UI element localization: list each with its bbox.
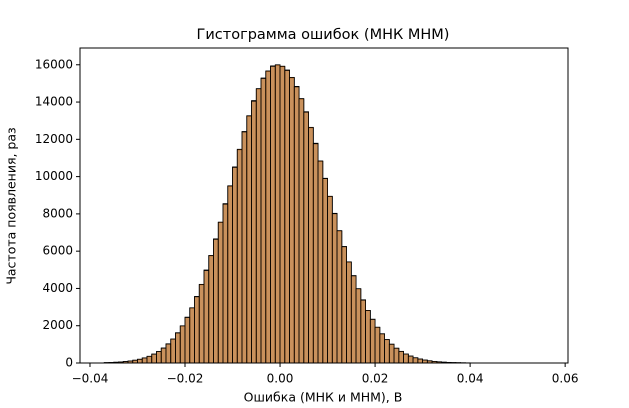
bar <box>208 255 214 364</box>
y-tick-label: 16000 <box>35 57 73 71</box>
bar <box>384 339 390 364</box>
bar <box>341 246 347 364</box>
bar <box>170 338 176 364</box>
x-tick-label: −0.02 <box>167 372 204 386</box>
bar <box>179 325 186 364</box>
y-tick-label: 0 <box>65 356 73 370</box>
bar <box>165 343 172 364</box>
bar <box>232 166 238 364</box>
x-tick-label: 0.04 <box>457 372 484 386</box>
bar <box>346 261 352 364</box>
bar <box>189 307 195 364</box>
bar <box>393 347 400 364</box>
chart-title: Гистограмма ошибок (МНК МНМ) <box>197 27 450 43</box>
bar <box>355 288 362 364</box>
y-tick-label: 4000 <box>42 281 73 295</box>
bar <box>379 333 385 364</box>
bar <box>175 332 181 364</box>
bar <box>284 70 290 364</box>
bar <box>265 70 271 364</box>
bar <box>327 195 333 364</box>
x-tick-label: −0.04 <box>72 372 109 386</box>
bar <box>279 65 286 364</box>
bar <box>198 283 205 364</box>
bar <box>403 353 409 364</box>
bar <box>365 310 371 364</box>
bar <box>246 115 252 364</box>
bar <box>151 353 157 364</box>
plot-frame <box>79 47 569 364</box>
bar <box>369 318 376 364</box>
bar <box>213 238 219 364</box>
bar <box>274 64 281 364</box>
bar <box>160 347 167 364</box>
y-axis-label: Частота появления, раз <box>4 127 19 284</box>
bar <box>236 148 243 364</box>
bar <box>260 78 267 364</box>
bar <box>388 343 395 364</box>
bar <box>217 221 224 364</box>
bar <box>241 131 248 364</box>
y-tick-label: 10000 <box>35 169 73 183</box>
bar <box>398 351 404 364</box>
bar <box>222 203 229 364</box>
bar <box>289 76 295 364</box>
bar <box>412 357 419 364</box>
bar <box>322 178 328 364</box>
y-tick-label: 14000 <box>35 95 73 109</box>
bar <box>317 160 324 364</box>
bar <box>312 143 319 364</box>
bar <box>308 126 314 364</box>
bar <box>227 185 233 364</box>
bar <box>417 358 423 364</box>
bar <box>203 270 210 364</box>
x-tick-label: 0.02 <box>362 372 389 386</box>
y-tick-label: 8000 <box>42 206 73 220</box>
x-tick-label: 0.00 <box>267 372 294 386</box>
y-tick-label: 6000 <box>42 244 73 258</box>
bar <box>270 65 276 364</box>
bar <box>360 299 366 364</box>
x-axis-label: Ошибка (МНК и МНМ), В <box>244 390 403 405</box>
bar <box>331 213 338 364</box>
bar <box>298 98 305 364</box>
x-tick-label: 0.06 <box>552 372 579 386</box>
bar <box>184 317 191 364</box>
bar <box>336 230 343 364</box>
bar <box>137 358 143 364</box>
bar <box>146 355 153 364</box>
bar <box>293 86 300 364</box>
bar <box>141 357 148 364</box>
y-tick-label: 12000 <box>35 132 73 146</box>
y-tick-label: 2000 <box>42 318 73 332</box>
bar <box>303 111 309 364</box>
bar <box>407 355 414 364</box>
bar <box>251 100 257 364</box>
bar <box>194 296 200 364</box>
bar <box>255 88 262 364</box>
bar <box>374 326 381 364</box>
bar <box>350 275 357 364</box>
bar <box>156 351 162 364</box>
